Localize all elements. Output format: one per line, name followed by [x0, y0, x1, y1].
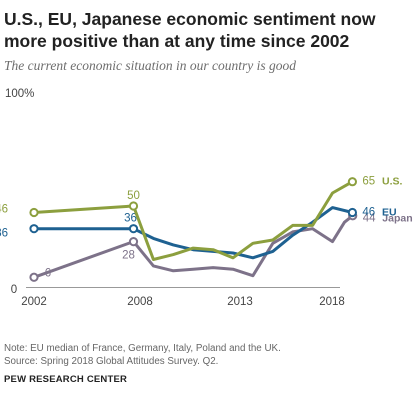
data-label-us-mid: 50: [127, 190, 140, 202]
legend-label-eu: EU: [382, 206, 397, 218]
marker-japan-first: [29, 272, 39, 282]
chart-source: Source: Spring 2018 Global Attitudes Sur…: [4, 356, 219, 367]
x-tick-label-2013: 2013: [227, 296, 253, 308]
y-axis-top-label: 100%: [5, 88, 34, 100]
legend-label-us: U.S.: [382, 176, 403, 188]
data-label-japan-first: 6: [45, 267, 51, 279]
series-line-eu: [32, 206, 354, 260]
x-tick-label-2008: 2008: [127, 296, 153, 308]
chart-title: U.S., EU, Japanese economic sentiment no…: [4, 9, 376, 51]
marker-japan-mid: [128, 237, 139, 247]
line-chart: 6 28 44 Japan 36 36 46 EU 46 50 65 U.S. 100% 0 2002…: [0, 88, 413, 308]
chart-subtitle: The current economic situation in our co…: [4, 58, 296, 73]
legend-label-japan: Japan: [382, 213, 412, 225]
data-label-us-first: 46: [0, 203, 8, 215]
marker-us-first: [29, 207, 39, 218]
marker-eu-last: [347, 207, 357, 218]
data-label-eu-last: 46: [362, 206, 375, 218]
data-label-japan-mid: 28: [122, 250, 135, 262]
x-tick-label-2002: 2002: [21, 296, 47, 308]
x-tick-label-2018: 2018: [319, 296, 345, 308]
organization-name: PEW RESEARCH CENTER: [4, 374, 128, 385]
series-line-japan: [32, 214, 355, 279]
series-line-us: [32, 180, 354, 261]
marker-eu-first: [29, 224, 39, 234]
data-label-japan-last: 44: [363, 213, 376, 225]
marker-eu-mid: [128, 224, 139, 234]
chart-note: Note: EU median of France, Germany, Ital…: [4, 343, 281, 354]
y-axis-zero-label: 0: [11, 284, 17, 296]
data-label-us-last: 65: [362, 176, 375, 188]
marker-us-mid: [128, 201, 139, 211]
marker-us-last: [347, 177, 357, 187]
data-label-eu-mid: 36: [124, 213, 137, 225]
data-label-eu-first: 36: [0, 228, 8, 240]
